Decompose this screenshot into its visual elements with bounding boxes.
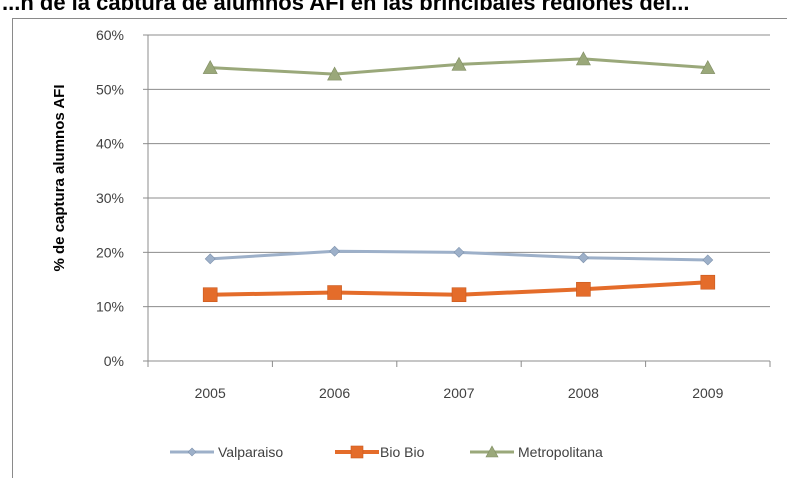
series	[202, 51, 716, 303]
y-tick-label: 10%	[96, 299, 124, 315]
data-point-marker	[202, 287, 218, 303]
data-point-marker	[451, 56, 467, 71]
y-tick-label: 50%	[96, 81, 124, 97]
series-bio-bio	[202, 274, 716, 303]
y-tick-label: 30%	[96, 190, 124, 206]
x-tick-label: 2008	[568, 385, 599, 401]
y-tick-label: 0%	[104, 353, 124, 369]
series-metropolitana	[202, 51, 716, 81]
data-point-marker	[327, 285, 342, 300]
legend-label: Valparaiso	[218, 444, 283, 460]
data-point-marker	[350, 445, 364, 459]
data-point-marker	[202, 59, 218, 74]
legend-label: Metropolitana	[518, 444, 603, 460]
data-point-marker	[451, 287, 467, 303]
data-point-marker	[700, 59, 716, 74]
data-point-marker	[575, 51, 591, 66]
y-tick-label: 20%	[96, 244, 124, 260]
legend-label: Bio Bio	[380, 444, 425, 460]
data-point-marker	[702, 254, 714, 266]
x-tick-label: 2006	[319, 385, 350, 401]
x-tick-label: 2005	[195, 385, 226, 401]
x-tick-label: 2007	[443, 385, 474, 401]
data-point-marker	[327, 66, 343, 81]
data-point-marker	[576, 281, 591, 297]
legend: Valparaiso Bio Bio Metropolitana	[170, 444, 603, 460]
chart-title-partial: ...n de la captura de alumnos AFI en las…	[0, 0, 787, 10]
data-point-marker	[187, 447, 197, 457]
data-point-marker	[577, 252, 589, 264]
legend-item: Valparaiso	[170, 444, 283, 460]
axes: 0% 10% 20% 30% 40% 50% 60% 2005 2006 2007 2008 2009	[96, 27, 771, 401]
gridlines	[148, 34, 770, 362]
data-point-marker	[700, 274, 716, 290]
data-point-marker	[329, 245, 341, 257]
legend-item: Bio Bio	[335, 444, 425, 460]
y-tick-label: 40%	[96, 136, 124, 152]
data-point-marker	[204, 253, 216, 265]
data-point-marker	[453, 246, 465, 258]
x-tick-label: 2009	[692, 385, 723, 401]
data-point-marker	[485, 445, 499, 458]
y-axis-title: % de captura alumnos AFI	[51, 85, 68, 272]
y-tick-label: 60%	[96, 27, 124, 43]
legend-item: Metropolitana	[470, 444, 603, 460]
chart-frame	[12, 18, 787, 478]
series-valparaiso	[204, 245, 714, 266]
